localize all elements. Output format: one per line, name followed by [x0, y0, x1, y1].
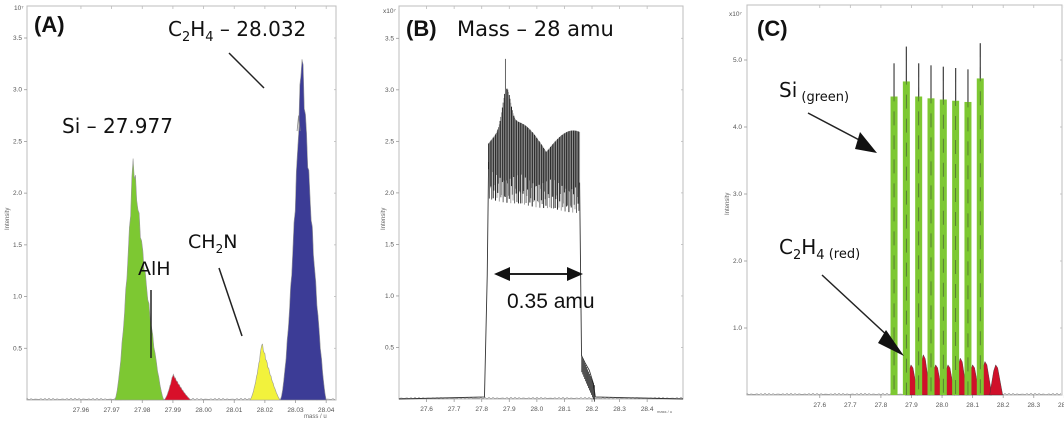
panel-b-title: Mass – 28 amu — [457, 17, 614, 41]
y-tick-label: 3.0 — [733, 191, 742, 198]
x-tick-label: 27.8 — [475, 406, 488, 413]
x-tick-label: 27.99 — [165, 407, 182, 414]
y-tick-label: 1.0 — [733, 325, 742, 332]
panel-a-labels: 10⁷ Intensity mass / u (A) C2H4 – 28.032… — [5, 5, 327, 420]
x-tick-label: 27.7 — [844, 402, 857, 409]
y-exponent: x10⁷ — [383, 8, 396, 15]
x-tick-label: 27.8 — [875, 402, 888, 409]
y-exponent: 10⁷ — [14, 5, 24, 12]
peak-ch2n — [249, 343, 281, 401]
y-exponent: x10⁷ — [729, 11, 742, 18]
width-label: 0.35 amu — [507, 290, 595, 313]
panel-c: 27.6 27.7 27.8 27.9 28.0 28.1 28.2 28.3 28.4 1.0 2… — [705, 0, 1064, 425]
annotation-ch2n: CH2N — [188, 231, 237, 256]
x-tick-label: 28.4 — [1058, 402, 1064, 409]
annotation-alh: AlH — [138, 258, 171, 280]
y-tick-label: 3.0 — [13, 87, 22, 94]
y-axis-title: Intensity — [725, 193, 731, 215]
x-tick-label: 28.0 — [936, 402, 949, 409]
peak-c2h4 — [279, 59, 327, 401]
y-tick-label: 0.5 — [385, 344, 394, 351]
y-tick-label: 5.0 — [733, 57, 742, 64]
x-tick-label: 27.98 — [134, 407, 151, 414]
x-tick-label: 27.97 — [103, 407, 120, 414]
y-tick-label: 2.5 — [385, 138, 394, 145]
y-tick-label: 1.5 — [13, 242, 22, 249]
panel-a-plot: 27.96 27.97 27.98 27.99 28.00 28.01 28.02 28.03… — [13, 5, 337, 414]
y-tick-label: 1.0 — [13, 294, 22, 301]
panel-b: 27.6 27.7 27.8 27.9 28.0 28.1 28.2 28.3 28.4 0.5 1… — [355, 0, 705, 425]
panel-tag-b: (B) — [406, 16, 437, 41]
x-tick-label: 28.4 — [641, 406, 654, 413]
panel-b-plot: 27.6 27.7 27.8 27.9 28.0 28.1 28.2 28.3 28.4 0.5 1… — [385, 5, 684, 413]
si-peak — [902, 81, 910, 395]
x-axis-unit: mass / u — [657, 409, 672, 414]
x-tick-label: 28.3 — [1027, 402, 1040, 409]
y-tick-label: 1.5 — [385, 241, 394, 248]
y-tick-label: 0.5 — [13, 345, 22, 352]
y-axis-title: Intensity — [5, 208, 11, 230]
annotation-c2h4-red: C2H4 (red) — [779, 235, 860, 263]
x-tick-label: 27.6 — [420, 406, 433, 413]
x-tick-label: 27.96 — [73, 407, 90, 414]
annotation-si-green: Si (green) — [779, 78, 849, 105]
double-arrow-icon — [494, 267, 583, 281]
annotation-c2h4: C2H4 – 28.032 — [168, 17, 306, 45]
y-tick-label: 2.0 — [13, 190, 22, 197]
arrow-c2h4-icon — [821, 274, 904, 356]
x-tick-label: 28.1 — [966, 402, 979, 409]
panel-tag-c: (C) — [757, 16, 788, 41]
panel-b-labels: x10⁷ Intensity mass / u (B) Mass – 28 am… — [381, 8, 672, 414]
x-tick-label: 28.3 — [613, 406, 626, 413]
leader-line-c2h4 — [228, 52, 265, 89]
x-axis-unit: mass / u — [304, 414, 327, 420]
x-tick-label: 28.02 — [257, 407, 274, 414]
y-axis-title: Intensity — [381, 208, 387, 230]
y-tick-label: 4.0 — [733, 124, 742, 131]
x-tick-label: 27.9 — [905, 402, 918, 409]
x-tick-label: 28.0 — [531, 406, 544, 413]
x-tick-label: 28.03 — [287, 407, 304, 414]
x-tick-label: 28.1 — [558, 406, 571, 413]
panel-c-labels: x10⁷ Intensity (C) Si (green) C2H4 (red) — [725, 11, 904, 356]
leader-line-ch2n — [218, 267, 243, 337]
x-tick-label: 28.2 — [997, 402, 1010, 409]
y-tick-label: 3.0 — [385, 87, 394, 94]
panel-c-plot: 27.6 27.7 27.8 27.9 28.0 28.1 28.2 28.3 28.4 1.0 2… — [733, 4, 1064, 409]
y-tick-label: 2.5 — [13, 138, 22, 145]
peak-alh — [162, 373, 192, 401]
x-tick-label: 28.04 — [318, 407, 335, 414]
panel-tag-a: (A) — [34, 12, 65, 37]
y-tick-label: 3.5 — [13, 35, 22, 42]
x-tick-label: 28.00 — [195, 407, 212, 414]
si-peak — [915, 96, 923, 395]
si-peak — [890, 96, 898, 395]
annotation-si: Si – 27.977 — [62, 114, 173, 138]
x-tick-label: 28.2 — [586, 406, 599, 413]
x-tick-label: 27.9 — [503, 406, 516, 413]
x-tick-label: 27.6 — [813, 402, 826, 409]
y-tick-label: 3.5 — [385, 35, 394, 42]
y-tick-label: 2.0 — [385, 190, 394, 197]
x-tick-label: 28.01 — [226, 407, 243, 414]
c2h4-peak — [989, 364, 1003, 396]
y-tick-label: 1.0 — [385, 293, 394, 300]
x-tick-label: 27.7 — [448, 406, 461, 413]
panel-a: 27.96 27.97 27.98 27.99 28.00 28.01 28.02 28.03… — [0, 0, 355, 425]
y-tick-label: 2.0 — [733, 258, 742, 265]
arrow-si-icon — [807, 112, 877, 153]
